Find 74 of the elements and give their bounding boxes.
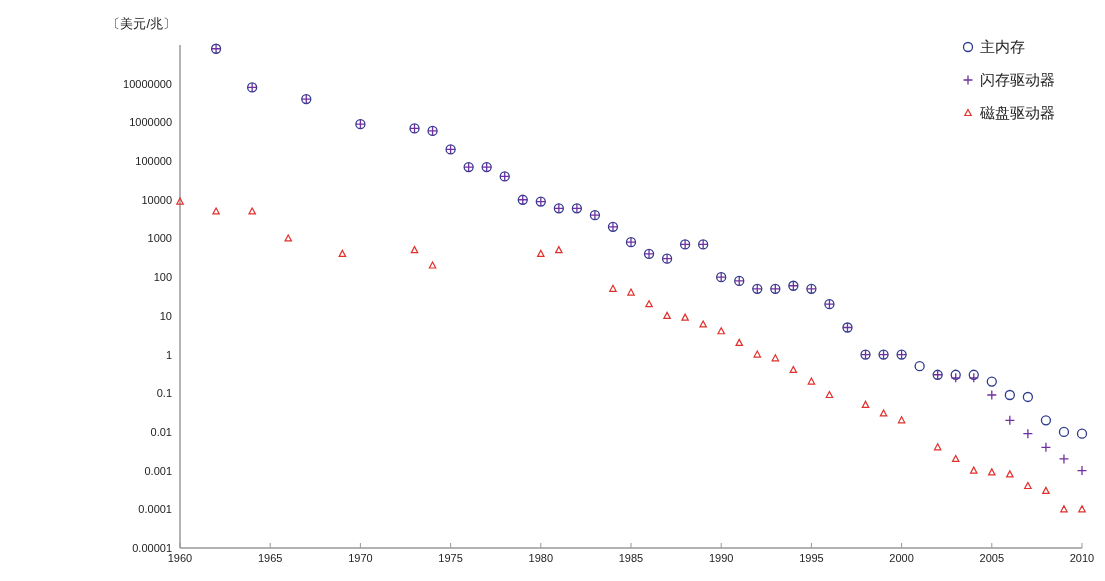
point xyxy=(537,249,545,257)
point xyxy=(879,409,888,417)
legend-label: 主内存 xyxy=(980,38,1025,56)
y-tick-label: 0.0001 xyxy=(138,503,172,516)
x-tick-label: 2000 xyxy=(889,552,914,564)
legend-label: 磁盘驱动器 xyxy=(979,104,1055,122)
x-tick-label: 1965 xyxy=(257,552,283,564)
point xyxy=(248,207,256,215)
y-tick-label: 1000 xyxy=(147,232,172,245)
point xyxy=(1076,428,1088,439)
y-tick-label: 10 xyxy=(159,309,172,322)
point xyxy=(1024,481,1032,490)
point xyxy=(176,197,184,205)
point xyxy=(609,284,617,292)
point xyxy=(1022,428,1034,439)
point xyxy=(789,365,798,374)
y-tick-label: 100 xyxy=(153,271,172,284)
point xyxy=(825,390,834,399)
point xyxy=(986,376,997,387)
point xyxy=(1078,505,1086,513)
x-tick-label: 1995 xyxy=(799,552,824,564)
point xyxy=(1042,486,1050,494)
point xyxy=(681,313,689,321)
point xyxy=(1058,426,1070,438)
y-tick-label: 0.1 xyxy=(156,387,172,400)
y-tick-label: 0.00001 xyxy=(132,542,172,554)
point xyxy=(771,354,780,362)
point xyxy=(1006,470,1014,478)
point xyxy=(1058,453,1070,465)
point xyxy=(663,311,671,319)
point xyxy=(986,389,997,401)
y-axis-title: 〔美元/兆〕 xyxy=(107,16,176,31)
point xyxy=(1060,505,1068,513)
legend-label: 闪存驱动器 xyxy=(980,71,1055,89)
point xyxy=(627,288,635,296)
point xyxy=(969,466,978,474)
point xyxy=(428,261,437,269)
point xyxy=(807,377,816,385)
y-tick-label: 100000 xyxy=(135,155,172,168)
point xyxy=(897,416,906,424)
point xyxy=(645,300,653,308)
point xyxy=(951,454,960,463)
y-tick-label: 1000000 xyxy=(129,116,172,129)
point xyxy=(1076,465,1088,476)
point xyxy=(861,400,870,408)
x-tick-label: 1970 xyxy=(348,552,373,564)
point xyxy=(1022,391,1034,403)
x-tick-label: 2010 xyxy=(1069,552,1095,564)
x-tick-label: 1985 xyxy=(618,552,644,564)
point xyxy=(1004,389,1015,401)
point xyxy=(753,350,762,358)
x-tick-label: 1990 xyxy=(708,552,734,564)
point xyxy=(555,246,563,254)
x-tick-label: 1975 xyxy=(438,552,463,564)
point xyxy=(212,207,220,215)
point xyxy=(1040,442,1052,453)
y-tick-label: 10000000 xyxy=(123,77,172,90)
x-tick-label: 2005 xyxy=(979,552,1005,564)
point xyxy=(914,361,925,372)
point xyxy=(699,320,707,328)
point xyxy=(988,468,996,476)
point xyxy=(410,246,419,254)
y-tick-label: 0.001 xyxy=(144,464,172,477)
point xyxy=(338,249,347,257)
y-tick-label: 10000 xyxy=(141,193,172,206)
point xyxy=(717,327,725,335)
point xyxy=(933,443,942,451)
point xyxy=(1040,415,1052,426)
point xyxy=(284,234,293,242)
x-tick-label: 1960 xyxy=(167,552,193,564)
x-tick-label: 1980 xyxy=(528,552,554,564)
y-tick-label: 1 xyxy=(165,348,172,361)
point xyxy=(735,338,744,346)
y-tick-label: 0.01 xyxy=(150,425,172,438)
